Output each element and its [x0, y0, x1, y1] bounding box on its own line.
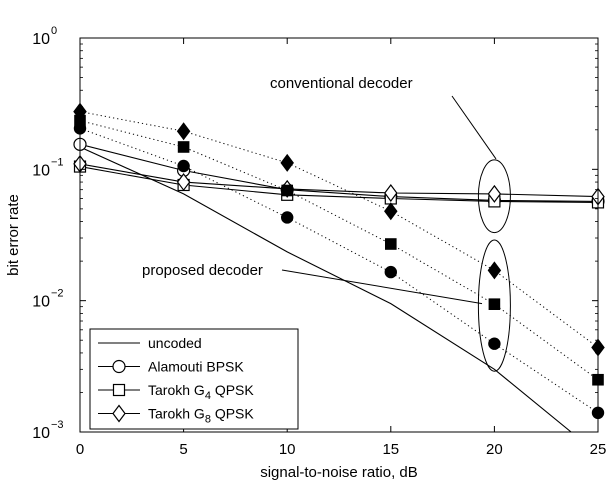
data-point-proposed-alamouti-bpsk	[488, 337, 501, 350]
x-tick-label: 0	[76, 441, 84, 458]
y-tick-label: 10	[32, 162, 50, 179]
legend-label: Tarokh G4 QPSK	[148, 382, 254, 402]
x-tick-label: 20	[486, 441, 503, 458]
data-point-conventional-tarokh-g8-qpsk	[176, 173, 191, 192]
y-tick-label: 10	[32, 425, 50, 442]
data-point-conventional-tarokh-g8-qpsk	[487, 184, 502, 203]
x-tick-label: 15	[382, 441, 399, 458]
annotation-conventional-decoder: conventional decoder	[270, 75, 413, 92]
axes-frame	[79, 37, 599, 433]
y-tick-exponent: −3	[51, 419, 64, 431]
legend: uncoded Alamouti BPSK Tarokh G4 QPSK Tarokh…	[89, 328, 299, 430]
data-point-proposed-alamouti-bpsk	[281, 211, 294, 224]
series-lines	[80, 111, 598, 432]
series-line-conventional-tarokh-g8-qpsk	[80, 163, 598, 198]
series-line-uncoded	[80, 146, 572, 432]
data-point-proposed-tarokh-g8-qpsk	[280, 153, 294, 172]
legend-label: Alamouti BPSK	[148, 359, 244, 375]
y-tick-exponent: −1	[51, 156, 64, 168]
y-tick-exponent: −2	[51, 288, 64, 300]
x-tick-label: 25	[590, 441, 607, 458]
annotations: conventional decoder proposed decoder	[142, 75, 511, 372]
data-point-proposed-tarokh-g4-qpsk	[385, 238, 397, 250]
legend-marker	[112, 404, 126, 423]
series-line-proposed-tarokh-g8-qpsk	[80, 111, 598, 348]
data-point-proposed-tarokh-g8-qpsk	[384, 202, 398, 221]
data-point-proposed-tarokh-g4-qpsk	[488, 298, 501, 310]
data-point-proposed-tarokh-g8-qpsk	[176, 122, 191, 141]
x-axis-ticks: 0 5 10 15 20 25	[76, 38, 607, 458]
legend-marker	[112, 383, 126, 397]
x-tick-label: 10	[279, 441, 296, 458]
data-point-proposed-tarokh-g4-qpsk	[281, 184, 293, 197]
annotation-ellipse	[477, 159, 511, 234]
y-tick-label: 10	[32, 31, 50, 48]
data-point-proposed-alamouti-bpsk	[384, 265, 397, 279]
annotation-proposed-decoder: proposed decoder	[142, 262, 263, 279]
data-point-proposed-tarokh-g4-qpsk	[177, 141, 190, 153]
data-point-proposed-alamouti-bpsk	[177, 159, 190, 173]
y-axis-label: bit error rate	[5, 194, 22, 276]
y-tick-label: 10	[32, 294, 50, 311]
y-tick-exponent: 0	[51, 25, 57, 37]
legend-marker	[112, 359, 126, 374]
data-point-conventional-tarokh-g8-qpsk	[384, 184, 398, 203]
series-line-conventional-tarokh-g4-qpsk	[80, 166, 598, 203]
legend-label: uncoded	[148, 335, 202, 351]
x-tick-label: 5	[179, 441, 187, 458]
x-axis-label: signal-to-noise ratio, dB	[260, 464, 418, 481]
series-line-conventional-alamouti-bpsk	[80, 143, 598, 202]
annotation-leader-line	[281, 269, 483, 305]
series-line-proposed-tarokh-g4-qpsk	[80, 120, 598, 381]
annotation-leader-line	[451, 95, 497, 160]
annotation-ellipse	[477, 239, 511, 372]
data-point-proposed-tarokh-g8-qpsk	[487, 261, 502, 280]
legend-label: Tarokh G8 QPSK	[148, 406, 254, 426]
